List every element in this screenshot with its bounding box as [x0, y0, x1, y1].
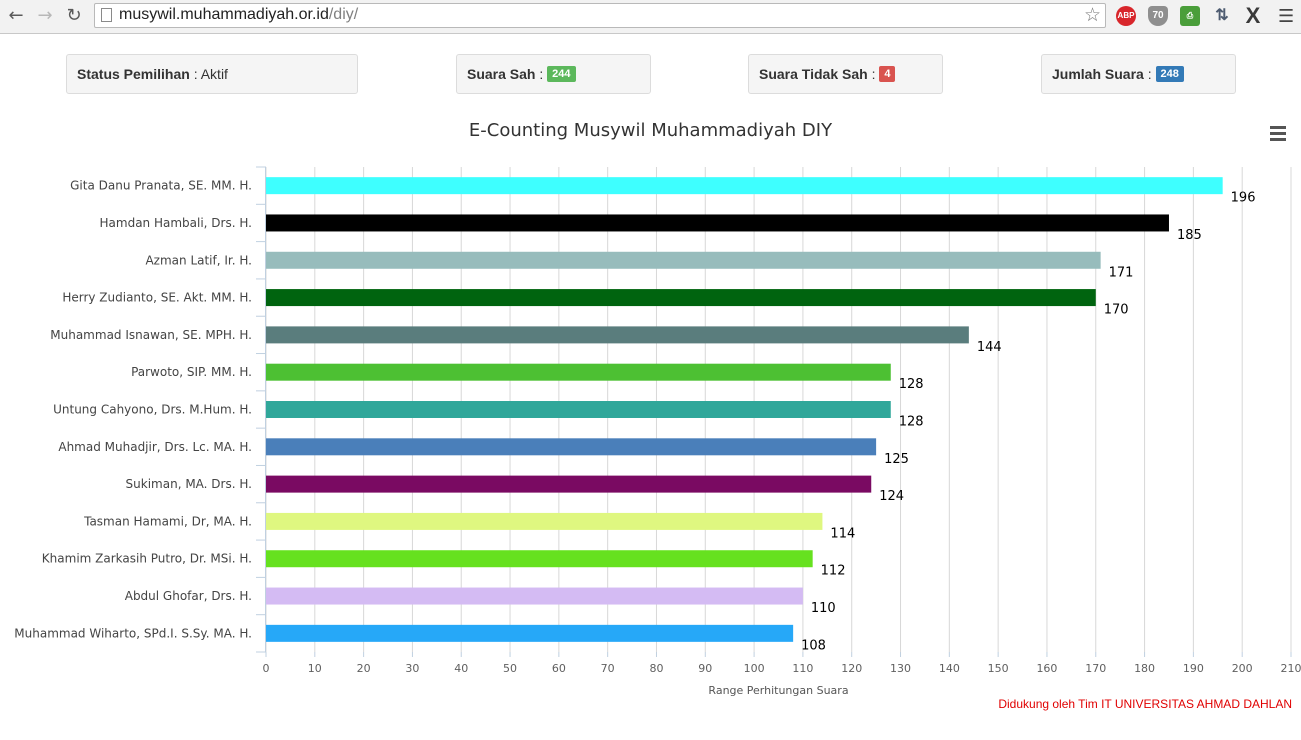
bar: [266, 587, 803, 605]
page-icon: [101, 8, 112, 22]
x-tick-label: 200: [1232, 662, 1253, 675]
bookmark-star-icon[interactable]: ☆: [1083, 4, 1101, 26]
data-label: 112: [821, 564, 846, 579]
x-tick-label: 110: [792, 662, 813, 675]
x-tick-label: 170: [1085, 662, 1106, 675]
suara-sah-badge: 244: [547, 66, 576, 83]
category-label: Muhammad Wiharto, SPd.I. S.Sy. MA. H.: [14, 626, 252, 640]
bar: [266, 512, 823, 530]
bar: [266, 401, 891, 418]
forward-arrow-icon[interactable]: →: [37, 5, 53, 26]
x-tick-label: 180: [1134, 662, 1155, 675]
jumlah-suara-label: Jumlah Suara: [1052, 66, 1144, 82]
suara-tidak-sah-separator: :: [871, 66, 876, 82]
data-label: 128: [899, 415, 924, 430]
category-label: Ahmad Muhadjir, Drs. Lc. MA. H.: [58, 440, 252, 454]
browser-toolbar: ← → ↻ musywil.muhammadiyah.or.id/diy/ ☆ …: [0, 0, 1301, 34]
data-label: 114: [830, 526, 855, 541]
x-tick-label: 140: [939, 662, 960, 675]
data-label: 170: [1104, 303, 1129, 318]
x-tick-label: 10: [308, 662, 322, 675]
data-label: 125: [884, 452, 909, 467]
x-tick-label: 90: [698, 662, 712, 675]
x-tick-label: 190: [1183, 662, 1204, 675]
url-host: musywil.muhammadiyah.or.id: [119, 6, 329, 23]
status-label: Status Pemilihan: [77, 66, 190, 82]
bar: [266, 438, 877, 456]
adblock-extension-icon[interactable]: ABP: [1116, 6, 1136, 26]
jumlah-suara-box: Jumlah Suara : 248: [1041, 54, 1236, 94]
x-tick-label: 60: [552, 662, 566, 675]
data-label: 108: [801, 638, 826, 653]
data-label: 185: [1177, 228, 1202, 243]
back-arrow-icon[interactable]: ←: [8, 5, 24, 26]
x-tick-label: 40: [454, 662, 468, 675]
download-extension-icon[interactable]: ⇅: [1215, 7, 1229, 24]
suara-sah-box: Suara Sah : 244: [456, 54, 651, 94]
suara-tidak-sah-box: Suara Tidak Sah : 4: [748, 54, 943, 94]
suara-tidak-sah-label: Suara Tidak Sah: [759, 66, 868, 82]
x-tick-label: 0: [263, 662, 270, 675]
category-label: Sukiman, MA. Drs. H.: [126, 477, 252, 491]
x-tick-label: 150: [988, 662, 1009, 675]
x-tick-label: 20: [357, 662, 371, 675]
status-separator: :: [193, 66, 198, 82]
data-label: 171: [1109, 265, 1134, 280]
bar: [266, 289, 1096, 307]
bar: [266, 251, 1101, 269]
category-label: Abdul Ghofar, Drs. H.: [125, 589, 252, 603]
data-label: 124: [879, 489, 904, 504]
x-tick-label: 30: [405, 662, 419, 675]
footer-credit: Didukung oleh Tim IT UNIVERSITAS AHMAD D…: [998, 697, 1292, 711]
url-text[interactable]: musywil.muhammadiyah.or.id/diy/: [119, 6, 358, 24]
chart-menu-icon[interactable]: [1270, 126, 1286, 144]
data-label: 110: [811, 601, 836, 616]
bar: [266, 326, 969, 344]
category-label: Hamdan Hambali, Drs. H.: [100, 216, 252, 230]
category-label: Khamim Zarkasih Putro, Dr. MSi. H.: [42, 552, 252, 566]
bar: [266, 363, 891, 381]
x-tick-label: 160: [1036, 662, 1057, 675]
x-tick-label: 130: [890, 662, 911, 675]
category-label: Gita Danu Pranata, SE. MM. H.: [70, 179, 252, 193]
category-label: Untung Cahyono, Drs. M.Hum. H.: [53, 403, 252, 417]
data-label: 196: [1231, 191, 1256, 206]
x-tick-label: 50: [503, 662, 517, 675]
reload-icon[interactable]: ↻: [66, 5, 82, 26]
data-label: 128: [899, 377, 924, 392]
bar-chart: 0 10 20 30 40 50 60 70 80 90 100 110 120 130 140 150 160…: [14, 166, 1301, 697]
category-label: Tasman Hamami, Dr, MA. H.: [83, 514, 252, 528]
jumlah-suara-badge: 248: [1155, 66, 1184, 83]
address-bar[interactable]: musywil.muhammadiyah.or.id/diy/ ☆: [94, 3, 1106, 28]
shield-extension-icon[interactable]: 70: [1148, 6, 1168, 26]
x-extension-icon[interactable]: X: [1245, 3, 1261, 28]
x-tick-label: 100: [744, 662, 765, 675]
bar: [266, 214, 1169, 232]
browser-menu-icon[interactable]: ☰: [1278, 6, 1295, 27]
category-label: Azman Latif, Ir. H.: [145, 253, 252, 267]
x-axis-title: Range Perhitungan Suara: [708, 684, 848, 697]
bar: [266, 550, 813, 568]
x-tick-label: 120: [841, 662, 862, 675]
suara-sah-label: Suara Sah: [467, 66, 536, 82]
category-label: Parwoto, SIP. MM. H.: [131, 365, 252, 379]
chart-title: E-Counting Musywil Muhammadiyah DIY: [468, 120, 833, 141]
status-pemilihan-box: Status Pemilihan : Aktif: [66, 54, 358, 94]
bar: [266, 475, 872, 493]
print-extension-icon[interactable]: ⎙: [1180, 6, 1200, 26]
url-path: /diy/: [328, 6, 359, 23]
category-label: Herry Zudianto, SE. Akt. MM. H.: [62, 291, 252, 305]
x-tick-label: 70: [601, 662, 615, 675]
status-value: Aktif: [200, 66, 228, 82]
bar: [266, 624, 794, 642]
data-label: 144: [977, 340, 1002, 355]
bar: [266, 177, 1223, 195]
x-tick-label: 210: [1281, 662, 1301, 675]
jumlah-suara-separator: :: [1147, 66, 1152, 82]
category-label: Muhammad Isnawan, SE. MPH. H.: [50, 328, 252, 342]
suara-tidak-sah-badge: 4: [879, 66, 896, 83]
suara-sah-separator: :: [539, 66, 544, 82]
x-tick-label: 80: [649, 662, 663, 675]
